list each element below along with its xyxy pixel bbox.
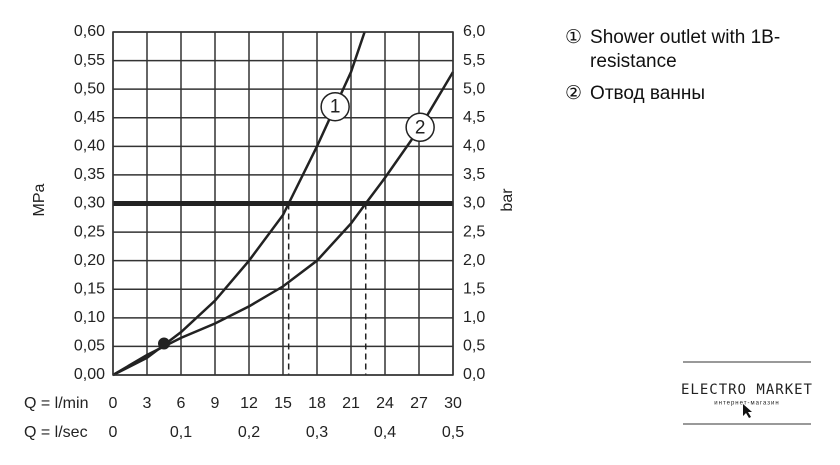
logo-title: ELECTRO MARKET <box>681 382 813 398</box>
curve-label-circle <box>320 91 350 122</box>
y-tick-label: 0,15 <box>74 280 105 297</box>
y2-tick-label: 1,0 <box>463 309 485 326</box>
series-line <box>112 71 455 377</box>
y2-axis-label: bar <box>499 188 516 212</box>
y-tick-label: 0,05 <box>74 338 105 355</box>
y2-tick-label: 2,5 <box>463 223 485 240</box>
y2-tick-label: 3,5 <box>463 166 485 183</box>
legend-item: ① Shower outlet with 1B-resistance <box>565 26 815 74</box>
x2-axis-label: Q = l/sec <box>24 424 88 441</box>
x-tick-label: 6 <box>177 395 186 412</box>
y2-tick-label: 0,5 <box>463 338 485 355</box>
y-tick-label: 0,35 <box>74 166 105 183</box>
y-tick-label: 0,30 <box>74 195 105 212</box>
logo-cursor <box>743 404 752 418</box>
x2-tick-label: 0,1 <box>170 424 192 441</box>
x-tick-label: 21 <box>342 395 360 412</box>
y-tick-label: 0,50 <box>74 80 105 97</box>
x-axis-label: Q = l/min <box>24 395 88 412</box>
x-tick-label: 24 <box>376 395 394 412</box>
legend-label: Отвод ванны <box>590 83 706 104</box>
y-tick-label: 0,00 <box>74 366 105 383</box>
logo-subtitle: интернет-магазин <box>714 401 779 407</box>
y2-tick-label: 3,0 <box>463 195 485 212</box>
y2-tick-label: 6,0 <box>463 23 485 40</box>
x2-tick-label: 0 <box>109 424 118 441</box>
y-axis-label: MPa <box>31 183 48 216</box>
y2-tick-label: 5,0 <box>463 80 485 97</box>
x-tick-label: 30 <box>444 395 462 412</box>
plot-frame <box>112 31 454 376</box>
x2-tick-label: 0,2 <box>238 424 260 441</box>
y2-tick-label: 4,5 <box>463 109 485 126</box>
x-tick-label: 3 <box>143 395 152 412</box>
x-tick-label: 0 <box>109 395 118 412</box>
y2-tick-label: 1,5 <box>463 280 485 297</box>
y-tick-label: 0,20 <box>74 252 105 269</box>
legend-marker: ① <box>565 27 583 48</box>
y2-tick-label: 4,0 <box>463 138 485 155</box>
x2-tick-label: 0,5 <box>442 424 464 441</box>
x-tick-label: 9 <box>211 395 220 412</box>
logo-frame <box>682 361 812 425</box>
curve-label-circle <box>405 112 435 143</box>
y2-tick-label: 0,0 <box>463 366 485 383</box>
y-tick-label: 0,25 <box>74 223 105 240</box>
x2-tick-label: 0,4 <box>374 424 396 441</box>
x2-tick-label: 0,3 <box>306 424 328 441</box>
y2-tick-label: 2,0 <box>463 252 485 269</box>
y-tick-label: 0,10 <box>74 309 105 326</box>
x-tick-label: 18 <box>308 395 326 412</box>
legend-item: ② Отвод ванны <box>565 82 815 106</box>
curve-label: 1 <box>330 97 341 118</box>
y2-tick-label: 5,5 <box>463 52 485 69</box>
curve-label: 2 <box>415 117 426 138</box>
x-tick-label: 12 <box>240 395 258 412</box>
y-tick-label: 0,60 <box>74 23 105 40</box>
legend-label: Shower outlet with 1B-resistance <box>590 27 781 72</box>
marked-point <box>158 337 170 350</box>
y-tick-label: 0,55 <box>74 52 105 69</box>
y-tick-label: 0,40 <box>74 138 105 155</box>
legend: ① Shower outlet with 1B-resistance ② Отвод … <box>565 26 815 114</box>
x-tick-label: 27 <box>410 395 428 412</box>
legend-marker: ② <box>565 83 583 104</box>
x-tick-label: 15 <box>274 395 292 412</box>
y-tick-label: 0,45 <box>74 109 105 126</box>
